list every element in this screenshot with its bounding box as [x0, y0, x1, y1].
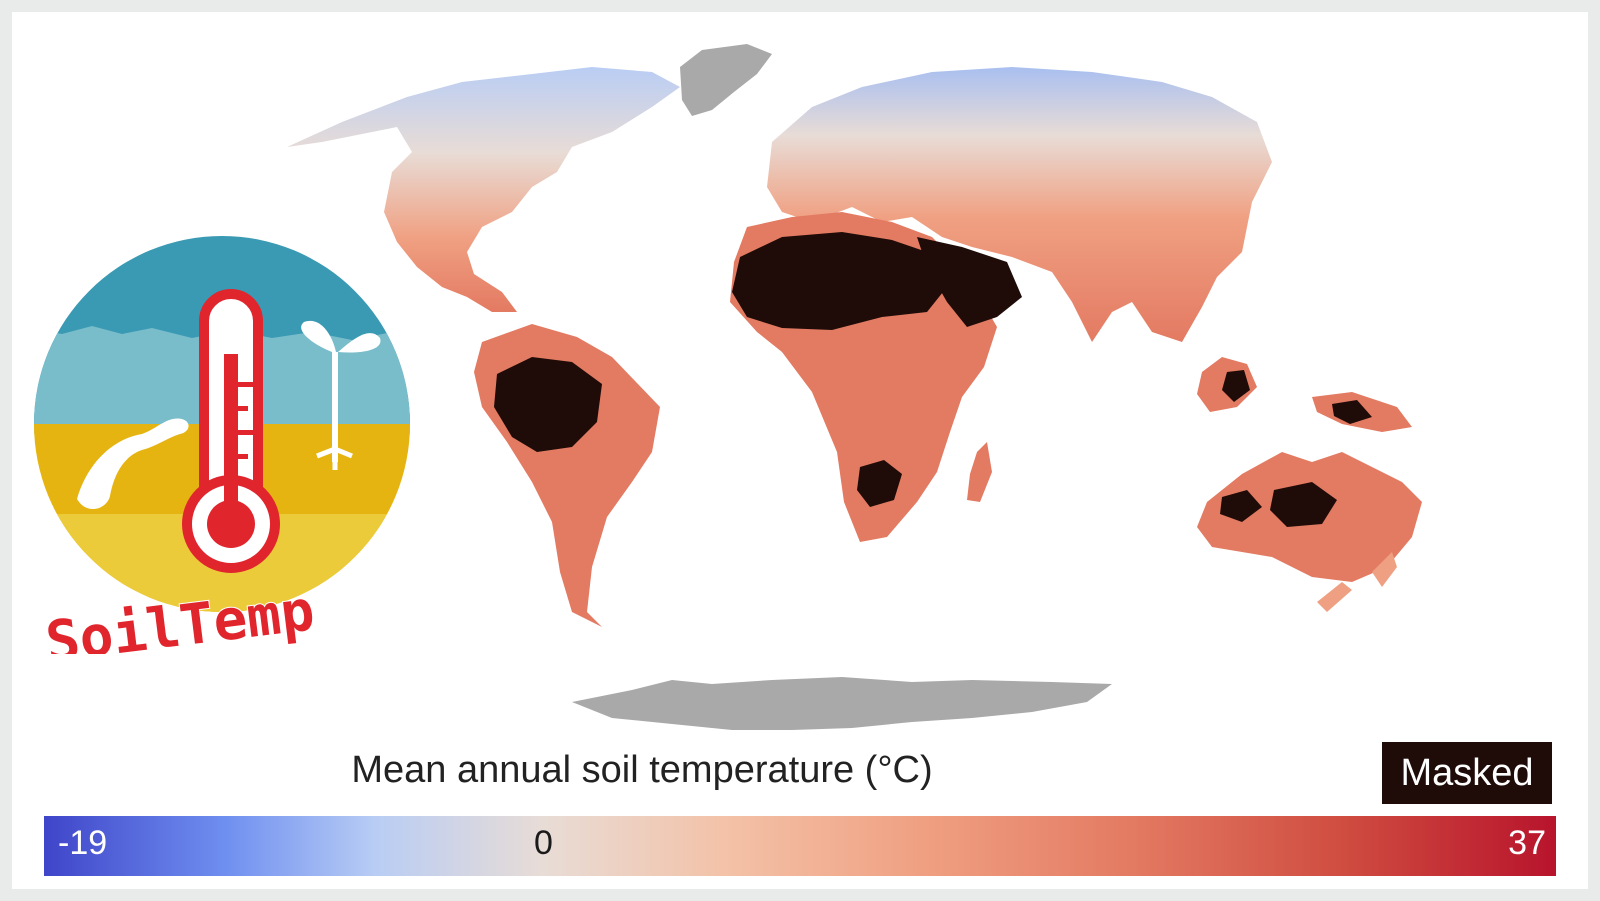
colorbar: -19 0 37 — [44, 816, 1556, 876]
world-map — [287, 44, 1422, 730]
thermometer-icon — [182, 289, 280, 573]
new-zealand — [1317, 552, 1397, 612]
antarctica — [572, 677, 1112, 730]
madagascar — [967, 442, 992, 502]
greenland — [680, 44, 772, 116]
soiltemp-logo: SoilTemp — [34, 236, 410, 654]
borneo-masked — [1222, 370, 1250, 402]
masked-legend-swatch: Masked — [1382, 742, 1552, 804]
eurasia — [767, 67, 1272, 342]
logo-wordmark: SoilTemp — [42, 578, 318, 654]
legend-title: Mean annual soil temperature (°C) — [351, 749, 933, 791]
amazon-masked — [494, 357, 602, 452]
new-guinea-masked — [1332, 400, 1372, 424]
kalahari-masked — [857, 460, 902, 507]
colorbar-max-label: 37 — [1508, 824, 1546, 862]
sahara-masked — [732, 232, 947, 330]
australia-masked-west — [1220, 490, 1262, 522]
figure-panel: SoilTemp Mean annual soil temperature (°… — [12, 12, 1588, 889]
north-america — [287, 67, 680, 312]
worm-icon — [77, 418, 189, 510]
australia-masked-central — [1270, 482, 1337, 527]
colorbar-zero-label: 0 — [534, 824, 553, 862]
arabia — [917, 237, 1022, 327]
colorbar-min-label: -19 — [58, 824, 108, 862]
seedling-icon — [301, 320, 381, 470]
